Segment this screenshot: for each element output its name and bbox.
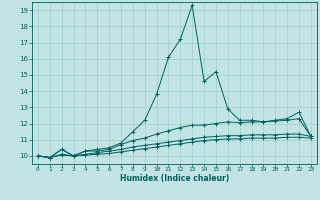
X-axis label: Humidex (Indice chaleur): Humidex (Indice chaleur): [120, 174, 229, 183]
